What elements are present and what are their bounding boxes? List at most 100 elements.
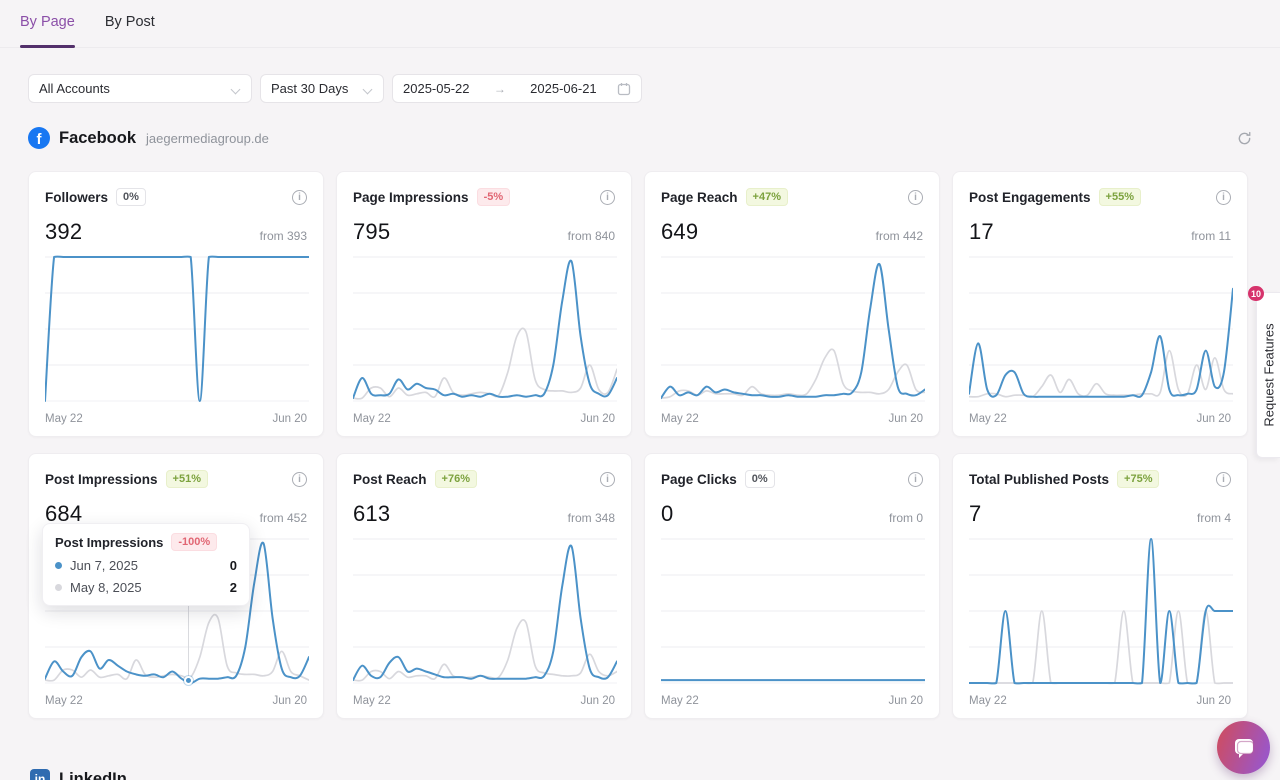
x-axis-start-label: May 22 (661, 413, 699, 425)
notification-count-badge: 10 (1247, 286, 1264, 301)
facebook-icon: f (28, 127, 50, 149)
facebook-section-header: f Facebook jaegermediagroup.de (28, 127, 1252, 149)
metric-previous-value: from 840 (567, 229, 615, 243)
metric-card: Total Published Posts +75% i 7 from 4 Ma… (952, 453, 1248, 719)
line-chart (660, 538, 926, 684)
x-axis-start-label: May 22 (969, 695, 1007, 707)
accounts-select[interactable]: All Accounts (28, 74, 252, 103)
metric-title: Page Clicks (661, 471, 737, 487)
info-icon[interactable]: i (292, 189, 307, 205)
linkedin-section-header: in LinkedIn (30, 769, 127, 780)
metric-previous-value: from 11 (1191, 229, 1231, 243)
arrow-right-icon: → (493, 81, 506, 96)
metric-previous-value: from 348 (567, 511, 615, 525)
chat-widget-button[interactable] (1217, 721, 1270, 774)
metric-card: Page Impressions -5% i 795 from 840 May … (336, 171, 632, 437)
metrics-grid: Followers 0% i 392 from 393 May 22 Jun 2 (28, 171, 1280, 719)
view-tabbar: By Page By Post (0, 0, 1280, 48)
x-axis-end-label: Jun 20 (888, 695, 923, 707)
line-chart (968, 256, 1234, 402)
metric-title: Page Impressions (353, 189, 469, 205)
metric-card: Post Impressions +51% i 684 from 452 Pos… (28, 453, 324, 719)
current-series-dot (55, 562, 62, 569)
x-axis-end-label: Jun 20 (272, 695, 307, 707)
info-icon[interactable]: i (600, 471, 615, 487)
x-axis-start-label: May 22 (661, 695, 699, 707)
period-select-value: Past 30 Days (271, 81, 349, 96)
change-badge: +47% (745, 188, 788, 206)
tooltip-title: Post Impressions (55, 534, 164, 550)
request-features-label: Request Features (1261, 323, 1276, 427)
metric-chart: May 22 Jun 20 (660, 535, 926, 707)
filter-bar: All Accounts Past 30 Days 2025-05-22 → 2… (28, 74, 1280, 103)
info-icon[interactable]: i (908, 471, 923, 487)
metric-chart: May 22 Jun 20 (352, 535, 618, 707)
metric-previous-value: from 4 (1196, 511, 1231, 525)
metric-value: 649 (661, 219, 699, 244)
tab-by-page[interactable]: By Page (20, 14, 75, 48)
calendar-icon (617, 82, 631, 96)
line-chart (660, 256, 926, 402)
info-icon[interactable]: i (600, 189, 615, 205)
tab-by-post[interactable]: By Post (104, 14, 155, 30)
x-axis-end-label: Jun 20 (580, 413, 615, 425)
date-to-value: 2025-06-21 (530, 81, 597, 96)
chat-bubble-icon (1234, 738, 1254, 758)
change-badge: +75% (1117, 470, 1160, 488)
metric-card: Post Reach +76% i 613 from 348 May 22 Ju (336, 453, 632, 719)
x-axis-end-label: Jun 20 (1196, 413, 1231, 425)
network-name: Facebook (59, 128, 137, 147)
line-chart (968, 538, 1234, 685)
tooltip-date: May 8, 2025 (70, 580, 142, 595)
linkedin-icon: in (30, 769, 50, 780)
date-from-value: 2025-05-22 (403, 81, 470, 96)
change-badge: 0% (744, 470, 775, 488)
x-axis-start-label: May 22 (353, 695, 391, 707)
change-badge: +51% (165, 470, 208, 488)
line-chart (352, 538, 618, 684)
tooltip-date: Jun 7, 2025 (70, 558, 138, 573)
info-icon[interactable]: i (292, 471, 307, 487)
metric-card: Post Engagements +55% i 17 from 11 May 2… (952, 171, 1248, 437)
account-name: jaegermediagroup.de (146, 130, 269, 146)
x-axis-end-label: Jun 20 (580, 695, 615, 707)
metric-previous-value: from 452 (259, 511, 307, 525)
metric-value: 684 (45, 501, 83, 526)
change-badge: +76% (434, 470, 477, 488)
metric-chart: Post Impressions -100% Jun 7, 2025 0 May … (42, 523, 310, 707)
request-features-tab[interactable]: 10 Request Features (1247, 286, 1280, 458)
accounts-select-value: All Accounts (39, 81, 110, 96)
metric-chart: May 22 Jun 20 (352, 253, 618, 425)
metric-title: Followers (45, 189, 109, 205)
period-select[interactable]: Past 30 Days (260, 74, 384, 103)
metric-previous-value: from 442 (875, 229, 923, 243)
metric-title: Post Engagements (969, 189, 1091, 205)
info-icon[interactable]: i (908, 189, 923, 205)
metric-title: Total Published Posts (969, 471, 1110, 487)
x-axis-start-label: May 22 (45, 695, 83, 707)
line-chart (352, 256, 618, 402)
date-range-picker[interactable]: 2025-05-22 → 2025-06-21 (392, 74, 642, 103)
change-badge: +55% (1098, 188, 1141, 206)
metric-value: 795 (353, 219, 391, 244)
metric-value: 0 (661, 501, 674, 526)
x-axis-start-label: May 22 (969, 413, 1007, 425)
metric-value: 7 (969, 501, 982, 526)
info-icon[interactable]: i (1216, 189, 1231, 205)
x-axis-end-label: Jun 20 (272, 413, 307, 425)
chevron-down-icon (363, 84, 373, 94)
change-badge: 0% (116, 188, 146, 206)
refresh-icon[interactable] (1237, 131, 1252, 146)
metric-chart: May 22 Jun 20 (968, 253, 1234, 425)
metric-card: Page Clicks 0% i 0 from 0 May 22 Jun 20 (644, 453, 940, 719)
x-axis-end-label: Jun 20 (888, 413, 923, 425)
metric-card: Page Reach +47% i 649 from 442 May 22 Ju (644, 171, 940, 437)
previous-series-dot (55, 584, 62, 591)
metric-card: Followers 0% i 392 from 393 May 22 Jun 2 (28, 171, 324, 437)
line-chart (44, 255, 310, 402)
chart-cursor-line (188, 601, 189, 683)
info-icon[interactable]: i (1216, 471, 1231, 487)
metric-previous-value: from 393 (259, 229, 307, 243)
metric-value: 392 (45, 219, 83, 244)
chart-hover-point (184, 676, 193, 685)
